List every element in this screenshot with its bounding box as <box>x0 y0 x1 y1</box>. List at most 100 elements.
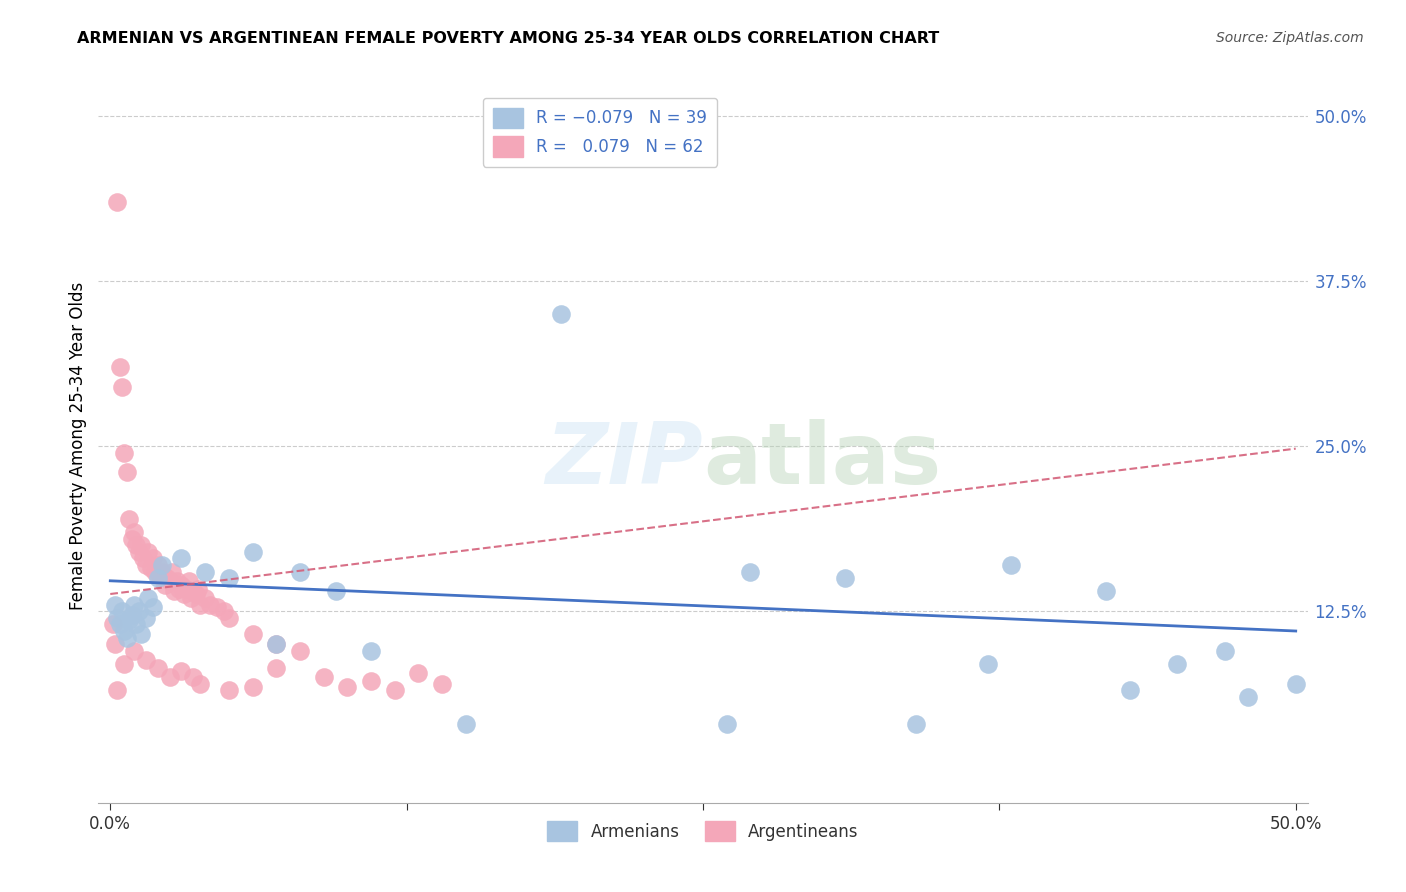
Point <box>264 637 287 651</box>
Point <box>135 653 157 667</box>
Point <box>122 524 145 539</box>
Point <box>384 683 406 698</box>
Point <box>115 466 138 480</box>
Point <box>143 565 166 579</box>
Point <box>1166 657 1188 671</box>
Point <box>194 591 217 605</box>
Point <box>114 624 136 638</box>
Point <box>128 545 150 559</box>
Point <box>288 644 311 658</box>
Point <box>166 574 188 588</box>
Point <box>177 574 200 588</box>
Point <box>194 565 217 579</box>
Point <box>288 565 311 579</box>
Point <box>101 617 124 632</box>
Point <box>149 568 172 582</box>
Point <box>114 445 136 459</box>
Point <box>187 582 209 596</box>
Legend: Armenians, Argentineans: Armenians, Argentineans <box>541 814 865 848</box>
Point <box>205 600 228 615</box>
Point <box>152 565 174 579</box>
Point <box>114 657 136 671</box>
Point <box>125 617 148 632</box>
Point <box>170 551 193 566</box>
Point <box>242 680 264 694</box>
Point <box>128 604 150 618</box>
Point <box>905 716 928 731</box>
Point <box>218 683 240 698</box>
Point <box>834 571 856 585</box>
Point <box>136 545 159 559</box>
Point <box>740 565 762 579</box>
Point <box>132 551 155 566</box>
Point <box>121 532 143 546</box>
Point <box>264 637 287 651</box>
Point <box>163 584 186 599</box>
Point <box>129 538 152 552</box>
Point <box>159 574 181 588</box>
Point <box>122 644 145 658</box>
Point <box>122 598 145 612</box>
Point <box>174 582 197 596</box>
Point <box>716 716 738 731</box>
Point <box>312 670 335 684</box>
Point <box>139 560 162 574</box>
Point <box>408 666 430 681</box>
Point <box>105 194 128 209</box>
Point <box>146 661 169 675</box>
Point <box>218 611 240 625</box>
Point <box>142 551 165 566</box>
Point <box>118 511 141 525</box>
Point <box>360 674 382 689</box>
Point <box>1095 584 1118 599</box>
Point <box>212 604 235 618</box>
Text: Source: ZipAtlas.com: Source: ZipAtlas.com <box>1216 31 1364 45</box>
Point <box>160 565 183 579</box>
Point <box>118 614 141 628</box>
Point <box>181 584 204 599</box>
Point <box>170 578 193 592</box>
Point <box>198 598 221 612</box>
Point <box>153 578 176 592</box>
Point <box>454 716 477 731</box>
Point <box>242 626 264 640</box>
Point <box>360 644 382 658</box>
Point <box>167 582 190 596</box>
Point <box>264 661 287 675</box>
Text: atlas: atlas <box>703 418 941 502</box>
Point <box>159 670 181 684</box>
Point <box>190 677 212 691</box>
Point <box>173 587 195 601</box>
Point <box>242 545 264 559</box>
Point <box>156 571 179 585</box>
Point <box>111 379 134 393</box>
Point <box>146 558 169 572</box>
Text: ZIP: ZIP <box>546 418 703 502</box>
Point <box>111 604 134 618</box>
Point <box>136 591 159 605</box>
Point <box>104 637 127 651</box>
Point <box>135 558 157 572</box>
Point <box>325 584 347 599</box>
Point <box>1237 690 1260 704</box>
Point <box>432 677 454 691</box>
Point <box>125 538 148 552</box>
Point <box>1213 644 1236 658</box>
Point <box>1285 677 1308 691</box>
Point <box>976 657 998 671</box>
Point <box>115 631 138 645</box>
Point <box>146 571 169 585</box>
Point <box>121 608 143 623</box>
Text: ARMENIAN VS ARGENTINEAN FEMALE POVERTY AMONG 25-34 YEAR OLDS CORRELATION CHART: ARMENIAN VS ARGENTINEAN FEMALE POVERTY A… <box>77 31 939 46</box>
Point <box>170 664 193 678</box>
Point <box>135 611 157 625</box>
Point <box>108 359 131 374</box>
Point <box>108 617 131 632</box>
Point <box>129 626 152 640</box>
Point <box>105 683 128 698</box>
Point <box>190 598 212 612</box>
Point <box>550 307 572 321</box>
Point <box>104 598 127 612</box>
Point <box>181 670 204 684</box>
Point <box>142 600 165 615</box>
